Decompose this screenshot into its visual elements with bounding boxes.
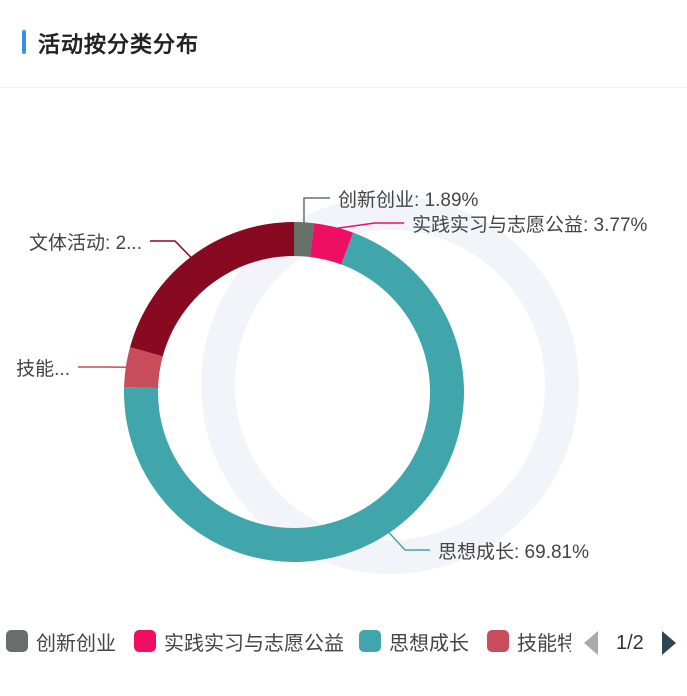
slice-labels: 创新创业: 1.89% 实践实习与志愿公益: 3.77% 思想成长: 69.81% 技… [16,189,647,563]
legend-swatch [6,630,28,652]
legend-label: 实践实习与志愿公益 [164,632,344,655]
legend-item-3[interactable]: 技能特 [487,626,571,656]
slice-1[interactable] [310,223,354,265]
label-leader-4 [150,240,193,260]
label-leader-0 [303,197,330,225]
caret-left-icon[interactable] [584,631,598,655]
slice-3[interactable] [124,347,163,388]
legend-item-1[interactable]: 实践实习与志愿公益 [134,626,344,656]
legend-swatch [134,630,156,652]
legend-item-0[interactable]: 创新创业 [6,626,116,656]
legend-swatch [487,630,509,652]
slice-label-0: 创新创业: 1.89% [338,189,479,211]
legend-label: 创新创业 [36,632,116,655]
slice-4[interactable] [129,222,294,357]
slice-label-3: 技能... [16,358,70,380]
legend-pager: 1/2 [584,628,676,658]
donut-slices [124,222,465,562]
legend-label: 思想成长 [389,632,469,655]
legend-item-2[interactable]: 思想成长 [359,626,469,656]
label-leader-1 [333,222,404,230]
slice-label-1: 实践实习与志愿公益: 3.77% [412,214,648,236]
slice-label-2: 思想成长: 69.81% [438,541,589,563]
title-accent-bar [22,30,26,54]
legend-swatch [359,630,381,652]
chart-header: 活动按分类分布 [0,0,687,88]
decorative-ring [201,196,579,574]
legend-label: 技能特 [517,632,571,655]
donut-chart: 创新创业: 1.89% 实践实习与志愿公益: 3.77% 思想成长: 69.81% 技… [16,189,648,574]
chart-title: 活动按分类分布 [38,32,200,57]
slice-0[interactable] [294,222,315,257]
caret-right-icon[interactable] [661,631,676,655]
legend-page-indicator: 1/2 [616,631,644,654]
chart-legend: 创新创业 实践实习与志愿公益 思想成长 技能特 1/2 [0,620,687,664]
background-ring [201,196,579,574]
slice-label-4: 文体活动: 2... [29,232,142,254]
label-leader-2 [387,530,430,551]
